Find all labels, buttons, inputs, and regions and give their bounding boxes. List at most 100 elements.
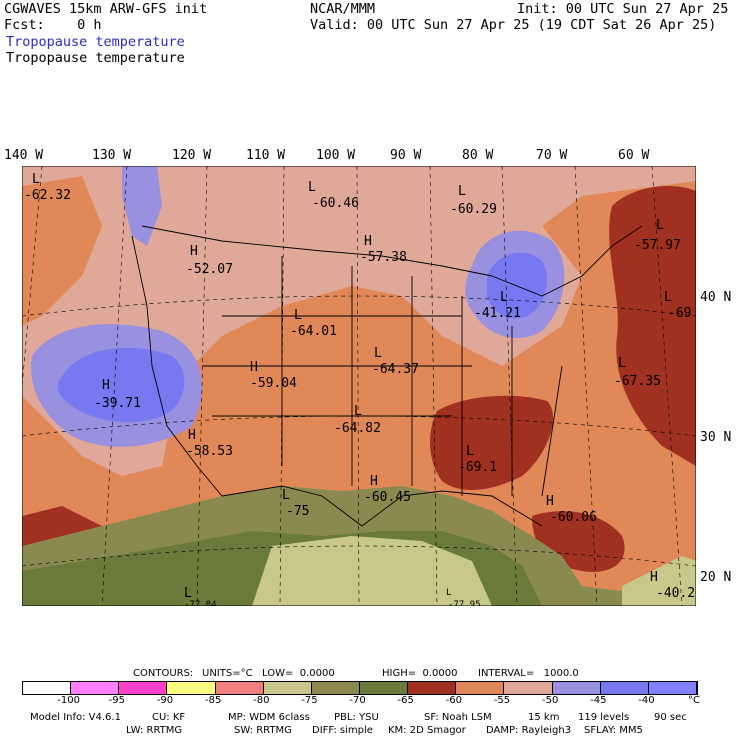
high-value: -60.06 <box>550 510 597 525</box>
legend-swatch <box>119 682 168 694</box>
legend-tick-label: -65 <box>397 695 414 706</box>
model-title: CGWAVES 15km ARW-GFS init <box>4 1 208 17</box>
valid-time: Valid: 00 UTC Sun 27 Apr 25 (19 CDT Sat … <box>310 17 717 33</box>
contours-low: LOW= 0.0000 <box>262 668 335 679</box>
high-marker: H <box>102 378 110 393</box>
low-marker: L <box>184 586 192 601</box>
low-value: -64.82 <box>334 421 381 436</box>
low-value: -41.21 <box>474 306 521 321</box>
lon-label: 80 W <box>462 148 494 163</box>
contours-high: HIGH= 0.0000 <box>382 668 458 679</box>
high-marker: H <box>364 234 372 249</box>
lon-label: 130 W <box>92 148 132 163</box>
high-marker: H <box>250 360 258 375</box>
legend-swatch <box>504 682 553 694</box>
legend-tick-label: -40 <box>638 695 655 706</box>
low-marker: L <box>282 488 290 503</box>
forecast-hour: Fcst: 0 h <box>4 17 102 33</box>
legend-swatch <box>552 682 601 694</box>
lon-label: 90 W <box>390 148 422 163</box>
legend-tick-label: -85 <box>204 695 222 706</box>
color-legend <box>22 681 698 695</box>
legend-tick-label: -90 <box>156 695 174 706</box>
low-marker: L <box>308 180 316 195</box>
lat-label: 30 N <box>700 430 732 445</box>
legend-tick-label: -100 <box>57 695 81 706</box>
legend-tick-label: -60 <box>445 695 463 706</box>
legend-swatch <box>408 682 457 694</box>
low-value: -75 <box>286 504 310 519</box>
low-value: -60.46 <box>312 196 359 211</box>
legend-tick-label: -75 <box>301 695 318 706</box>
low-marker: L <box>294 308 302 323</box>
km-scheme: KM: 2D Smagor <box>388 725 466 736</box>
low-value: -77.84 <box>184 600 217 610</box>
low-value: -64.01 <box>290 324 337 339</box>
high-value: -40.2 <box>656 586 696 601</box>
lat-label: 20 N <box>700 570 732 585</box>
legend-tick-label: -70 <box>349 695 366 706</box>
temperature-map <box>22 166 696 606</box>
organization: NCAR/MMM <box>310 1 376 17</box>
low-marker: L <box>618 356 626 371</box>
lon-label: 120 W <box>172 148 212 163</box>
lon-label: 140 W <box>4 148 44 163</box>
legend-swatch <box>71 682 120 694</box>
contours-interval: INTERVAL= 1000.0 <box>478 668 579 679</box>
resolution: 15 km <box>528 712 560 723</box>
legend-swatch <box>23 682 72 694</box>
low-value: -62.32 <box>24 188 71 203</box>
low-value: -60.29 <box>450 202 497 217</box>
timestep: 90 sec <box>654 712 687 723</box>
sf-scheme: SF: Noah LSM <box>424 712 492 723</box>
high-marker: H <box>370 474 378 489</box>
low-value: -69.1 <box>458 460 498 475</box>
legend-swatch <box>600 682 649 694</box>
legend-tick-label: -45 <box>590 695 607 706</box>
low-marker: L <box>500 290 508 305</box>
legend-swatch <box>360 682 409 694</box>
contours-label: CONTOURS: <box>133 668 194 679</box>
legend-tick-label: -80 <box>253 695 270 706</box>
high-value: -59.04 <box>250 376 297 391</box>
field-name-primary: Tropopause temperature <box>6 34 185 50</box>
legend-tick-label: °C <box>688 695 700 706</box>
legend-swatch <box>648 682 697 694</box>
high-value: -57.38 <box>360 250 407 265</box>
low-value: -69 <box>668 306 692 321</box>
cu-scheme: CU: KF <box>152 712 186 723</box>
legend-swatch <box>167 682 216 694</box>
low-marker: L <box>656 218 664 233</box>
high-value: -60.45 <box>364 490 411 505</box>
levels: 119 levels <box>578 712 630 723</box>
low-marker: L <box>458 184 466 199</box>
sw-scheme: SW: RRTMG <box>234 725 292 736</box>
lon-label: 100 W <box>316 148 356 163</box>
low-marker: L <box>446 588 452 598</box>
high-value: -52.07 <box>186 262 233 277</box>
sflay-scheme: SFLAY: MM5 <box>584 725 643 736</box>
high-marker: H <box>650 570 658 585</box>
model-info: Model Info: V4.6.1 <box>30 712 121 723</box>
low-marker: L <box>32 172 40 187</box>
lat-label: 40 N <box>700 290 732 305</box>
mp-scheme: MP: WDM 6class <box>228 712 310 723</box>
pbl-scheme: PBL: YSU <box>334 712 379 723</box>
legend-tick-label: -55 <box>493 695 511 706</box>
low-marker: L <box>374 346 382 361</box>
low-value: -64.37 <box>372 362 419 377</box>
high-marker: H <box>190 244 198 259</box>
diff-scheme: DIFF: simple <box>312 725 373 736</box>
legend-swatch <box>215 682 264 694</box>
low-value: -57.97 <box>634 238 681 253</box>
legend-swatch <box>456 682 505 694</box>
lon-label: 60 W <box>618 148 650 163</box>
field-name-secondary: Tropopause temperature <box>6 50 185 66</box>
damp-scheme: DAMP: Rayleigh3 <box>486 725 572 736</box>
low-value: -67.35 <box>614 374 661 389</box>
contours-units: UNITS=°C <box>202 668 253 679</box>
high-marker: H <box>546 494 554 509</box>
high-value: -39.71 <box>94 396 141 411</box>
low-value: -77.95 <box>448 600 481 610</box>
low-marker: L <box>466 444 474 459</box>
